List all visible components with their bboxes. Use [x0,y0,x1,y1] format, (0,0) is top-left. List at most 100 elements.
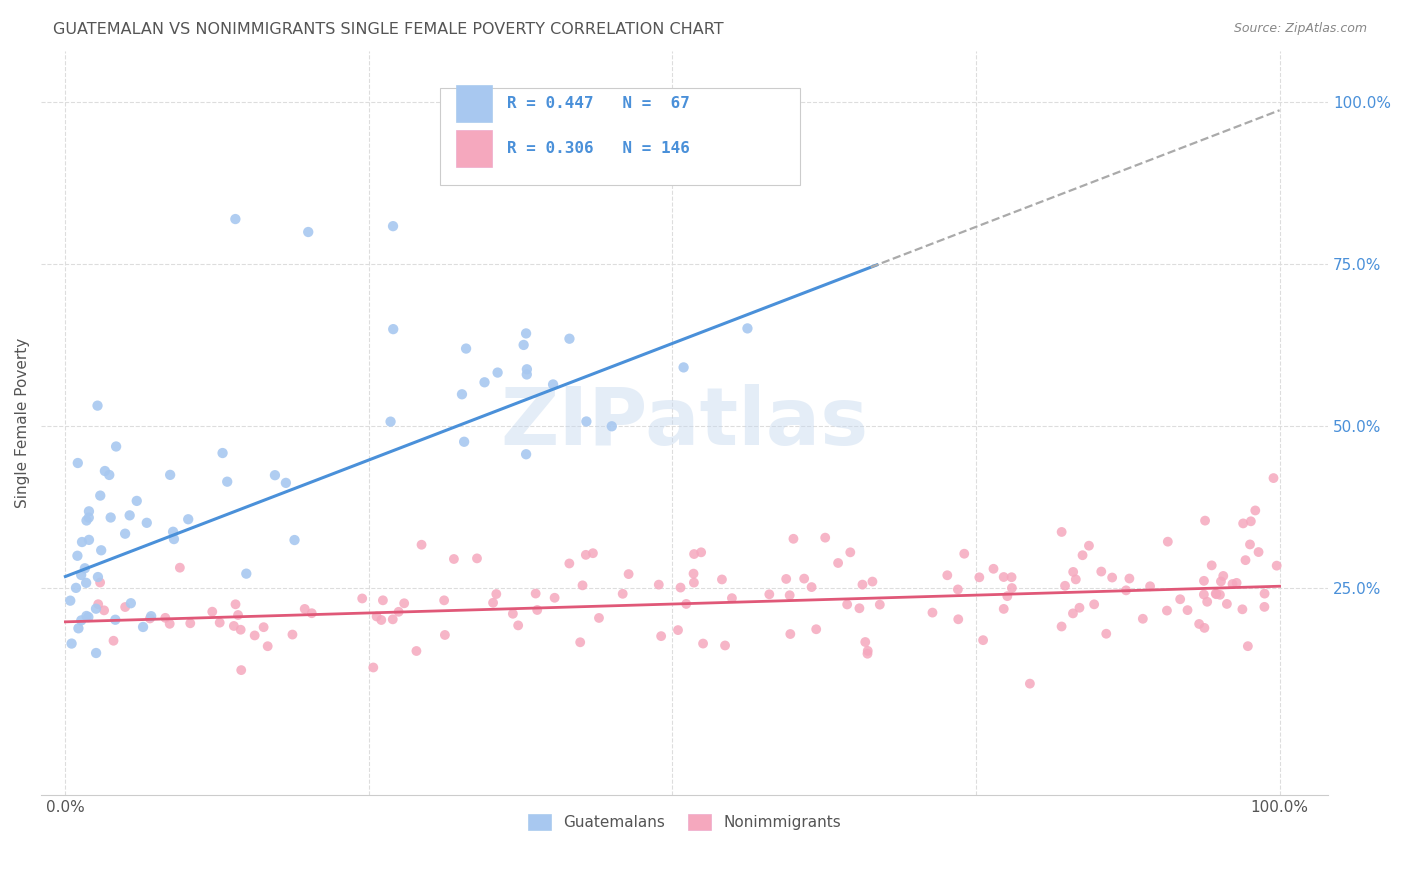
Point [222,619,245,633]
Point [87,570,110,584]
Point [281,627,304,641]
Point [231,663,253,677]
Point [388,605,411,619]
Point [1157,534,1180,549]
Point [856,647,879,661]
Point [666,623,689,637]
Point [1263,471,1285,485]
Point [451,387,474,401]
Point [73,561,96,575]
Point [502,607,524,621]
Point [1168,592,1191,607]
Point [411,538,433,552]
Point [1132,612,1154,626]
Point [508,618,530,632]
Point [370,613,392,627]
Point [225,597,247,611]
Point [782,532,804,546]
Legend: Guatemalans, Nonimmigrants: Guatemalans, Nonimmigrants [522,808,848,836]
Point [75,575,97,590]
Point [70,568,93,582]
Point [283,533,305,547]
Point [89,575,111,590]
Point [1201,558,1223,573]
Point [848,601,870,615]
Point [571,578,593,592]
Point [862,574,884,589]
Point [856,644,879,658]
Point [114,600,136,615]
Point [582,546,605,560]
Point [1209,588,1232,602]
Point [301,606,323,620]
Point [972,633,994,648]
Point [995,589,1018,603]
Point [921,606,943,620]
Point [120,596,142,610]
Text: R = 0.447   N =  67: R = 0.447 N = 67 [508,95,690,111]
Point [224,212,246,227]
Point [135,516,157,530]
Point [297,225,319,239]
Point [89,489,111,503]
Point [208,615,231,630]
Point [692,636,714,650]
Point [1069,600,1091,615]
Point [77,510,100,524]
Point [77,504,100,518]
Point [59,593,82,607]
Point [1053,579,1076,593]
Point [84,646,107,660]
Point [683,575,706,590]
Point [65,581,87,595]
Point [443,552,465,566]
Point [380,415,402,429]
Point [1095,626,1118,640]
Point [1205,586,1227,600]
Point [159,467,181,482]
Point [837,598,859,612]
Point [851,577,873,591]
Point [541,377,564,392]
Point [1253,586,1275,600]
Point [1018,676,1040,690]
Point [1188,617,1211,632]
Point [392,596,415,610]
Point [1000,570,1022,584]
Point [853,635,876,649]
Point [588,611,610,625]
Point [155,611,177,625]
Point [1177,603,1199,617]
Point [800,580,823,594]
Point [779,588,801,602]
Point [67,621,90,635]
Point [1050,524,1073,539]
Point [125,494,148,508]
Point [779,627,801,641]
Point [516,368,538,382]
Point [201,605,224,619]
Point [1194,514,1216,528]
Point [465,551,488,566]
Point [827,556,849,570]
Point [558,557,581,571]
Point [1064,573,1087,587]
Point [162,524,184,539]
Point [1265,558,1288,573]
Point [1118,572,1140,586]
Point [70,613,93,627]
Point [1115,583,1137,598]
Point [1192,574,1215,588]
Point [100,510,122,524]
Bar [456,85,492,122]
FancyBboxPatch shape [440,88,800,185]
Point [77,533,100,547]
Point [1194,621,1216,635]
Point [226,607,249,622]
Point [993,570,1015,584]
Point [806,622,828,636]
Point [758,587,780,601]
Point [139,611,162,625]
Point [512,338,534,352]
Point [793,572,815,586]
